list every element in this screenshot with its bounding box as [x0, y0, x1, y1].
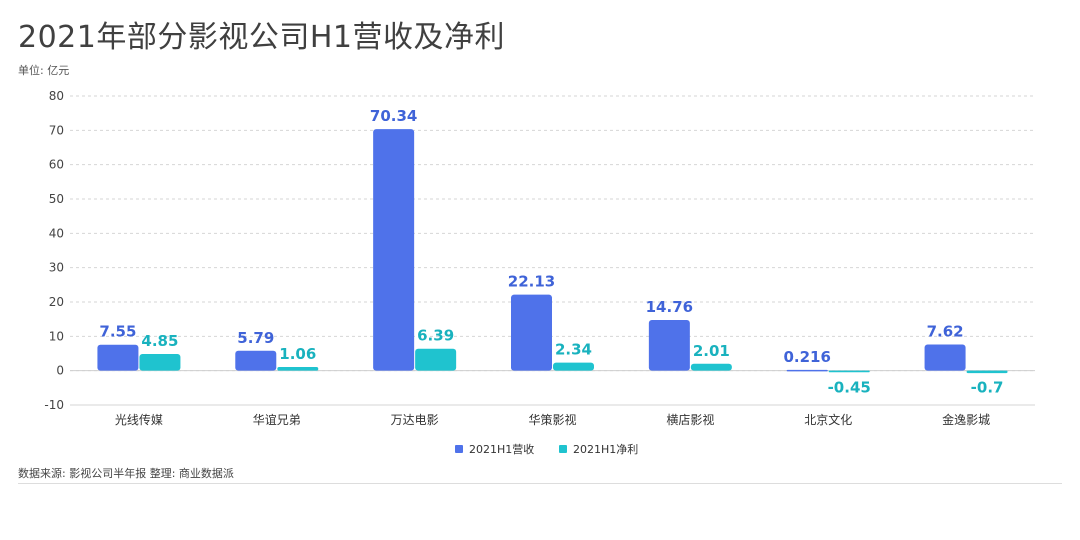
- y-tick-label: 70: [49, 123, 64, 137]
- y-tick-label: 10: [49, 329, 64, 343]
- legend-label-revenue: 2021H1营收: [469, 442, 534, 456]
- revenue-value-label: 7.62: [927, 323, 964, 341]
- profit-value-label: 2.34: [555, 341, 592, 359]
- profit-value-label: -0.7: [971, 379, 1004, 397]
- y-tick-label: 80: [49, 89, 64, 103]
- profit-bar: [966, 370, 1008, 374]
- profit-value-label: 4.85: [141, 332, 178, 350]
- revenue-bar: [97, 344, 139, 371]
- legend-swatch-revenue: [455, 445, 463, 453]
- category-label: 华谊兄弟: [253, 412, 301, 427]
- revenue-value-label: 5.79: [237, 329, 274, 347]
- revenue-bar: [235, 350, 277, 371]
- revenue-value-label: 7.55: [99, 323, 136, 341]
- revenue-bar: [648, 319, 690, 371]
- category-label: 横店影视: [666, 412, 714, 427]
- footer-divider: [18, 483, 1062, 484]
- legend-swatch-profit: [559, 445, 567, 453]
- revenue-value-label: 14.76: [646, 298, 693, 316]
- y-tick-label: -10: [44, 398, 64, 412]
- revenue-value-label: 0.216: [783, 348, 830, 366]
- y-tick-label: 40: [49, 226, 64, 240]
- revenue-bar: [511, 294, 552, 371]
- revenue-value-label: 22.13: [508, 273, 555, 291]
- legend-label-profit: 2021H1净利: [573, 442, 638, 456]
- y-tick-label: 20: [49, 295, 64, 309]
- profit-value-label: 6.39: [417, 327, 454, 345]
- unit-label: 单位: 亿元: [18, 64, 70, 77]
- profit-value-label: -0.45: [828, 379, 871, 397]
- category-label: 金逸影城: [942, 412, 990, 427]
- category-label: 万达电影: [391, 413, 439, 427]
- profit-bar: [139, 354, 181, 371]
- y-tick-label: 50: [49, 192, 64, 206]
- profit-bar: [553, 362, 594, 371]
- revenue-bar: [786, 369, 828, 372]
- source-note: 数据来源: 影视公司半年报 整理: 商业数据派: [18, 467, 234, 480]
- profit-bar: [828, 370, 870, 373]
- page-title: 2021年部分影视公司H1营收及净利: [18, 20, 505, 55]
- profit-bar: [277, 367, 319, 371]
- y-tick-label: 30: [49, 261, 64, 275]
- y-tick-label: 0: [56, 364, 64, 378]
- profit-bar: [690, 363, 732, 371]
- category-label: 北京文化: [804, 412, 852, 427]
- revenue-bar: [924, 344, 966, 371]
- revenue-value-label: 70.34: [370, 107, 417, 125]
- category-label: 光线传媒: [115, 412, 163, 427]
- y-tick-label: 60: [49, 158, 64, 172]
- revenue-bar: [373, 129, 415, 371]
- category-label: 华策影视: [528, 412, 576, 427]
- profit-value-label: 1.06: [279, 345, 316, 363]
- profit-value-label: 2.01: [693, 342, 730, 360]
- profit-bar: [415, 348, 457, 371]
